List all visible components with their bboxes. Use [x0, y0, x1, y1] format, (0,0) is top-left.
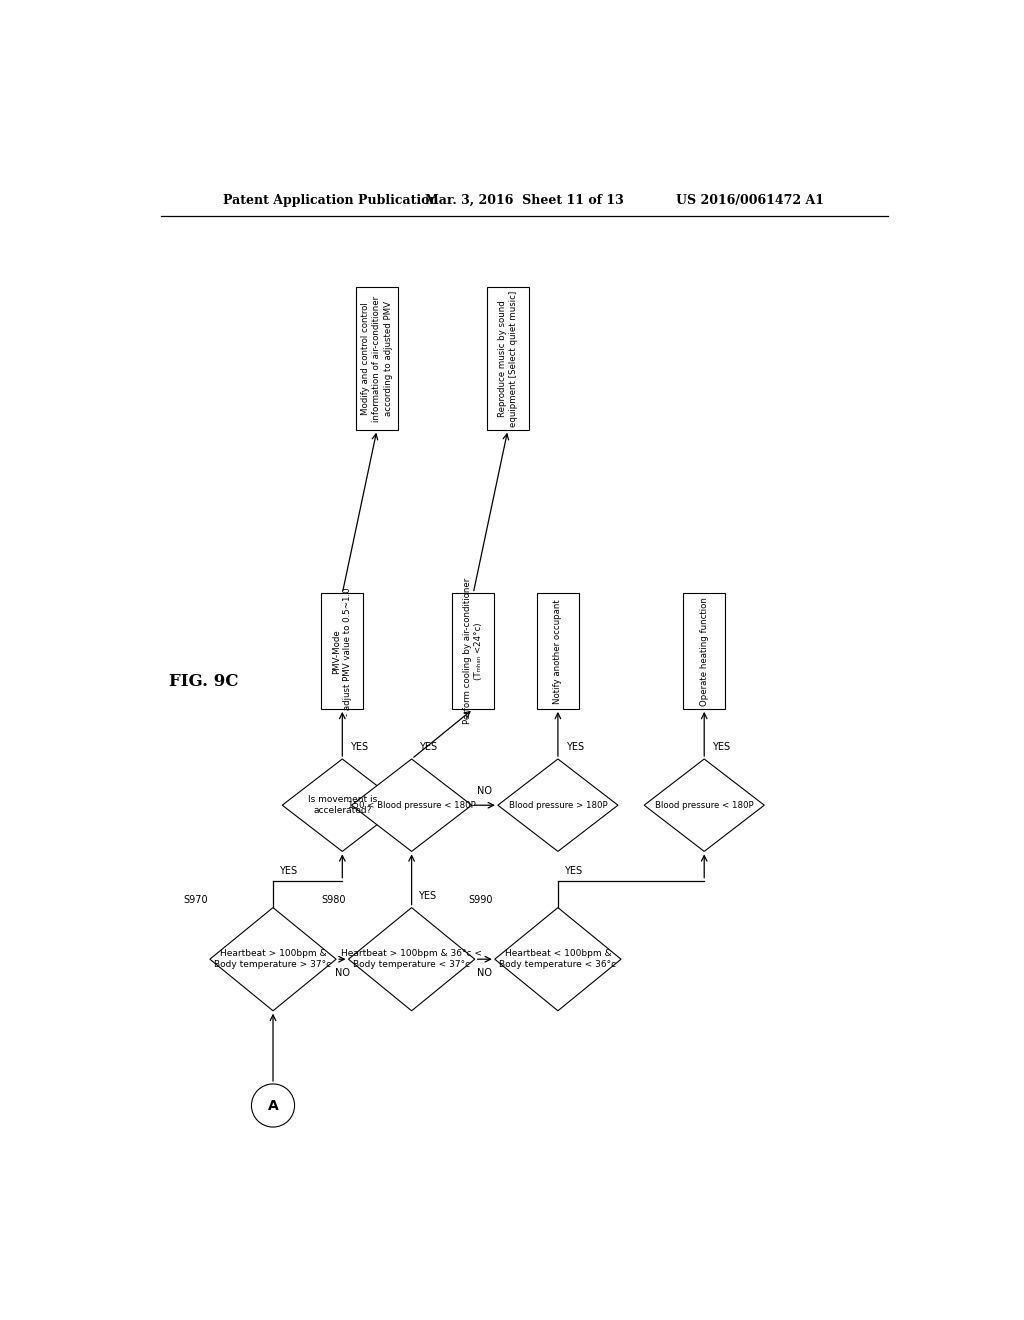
Text: Reproduce music by sound
equipment [Select quiet music]: Reproduce music by sound equipment [Sele… [498, 290, 518, 426]
Polygon shape [644, 759, 764, 851]
Text: Blood pressure < 180P: Blood pressure < 180P [655, 801, 754, 809]
Text: Perform cooling by air-conditioner
(Tₘₕₐₙ <24°c): Perform cooling by air-conditioner (Tₘₕₐ… [463, 578, 483, 725]
Text: Patent Application Publication: Patent Application Publication [223, 194, 438, 207]
Text: NO: NO [335, 968, 350, 978]
Text: S980: S980 [322, 895, 346, 906]
Text: Heartbeat < 100bpm &
Body temperature < 36°c: Heartbeat < 100bpm & Body temperature < … [500, 949, 616, 969]
FancyBboxPatch shape [486, 288, 529, 430]
Text: YES: YES [420, 742, 437, 752]
Text: Heartbeat > 100bpm &
Body temperature > 37°c: Heartbeat > 100bpm & Body temperature > … [214, 949, 332, 969]
Text: NO: NO [477, 968, 493, 978]
Text: Notify another occupant: Notify another occupant [553, 599, 562, 704]
Text: YES: YES [566, 742, 584, 752]
FancyBboxPatch shape [355, 288, 398, 430]
Polygon shape [283, 759, 402, 851]
Text: S970: S970 [183, 895, 208, 906]
Text: Blood pressure > 180P: Blood pressure > 180P [509, 801, 607, 809]
Text: YES: YES [564, 866, 583, 876]
Text: Is movement is
accelerated?: Is movement is accelerated? [307, 795, 377, 816]
Polygon shape [210, 908, 336, 1011]
Text: Heartbeat > 100bpm & 36°c <
Body temperature < 37°c: Heartbeat > 100bpm & 36°c < Body tempera… [341, 949, 482, 969]
Text: YES: YES [712, 742, 730, 752]
Polygon shape [495, 908, 621, 1011]
Text: YES: YES [280, 866, 298, 876]
Text: US 2016/0061472 A1: US 2016/0061472 A1 [676, 194, 823, 207]
Text: Operate heating function: Operate heating function [699, 597, 709, 706]
Text: Mar. 3, 2016  Sheet 11 of 13: Mar. 3, 2016 Sheet 11 of 13 [425, 194, 625, 207]
Text: A: A [267, 1098, 279, 1113]
FancyBboxPatch shape [322, 594, 364, 709]
FancyBboxPatch shape [452, 594, 495, 709]
FancyBboxPatch shape [537, 594, 580, 709]
Text: NO: NO [477, 787, 493, 796]
Text: YES: YES [418, 891, 436, 902]
Text: PMV-Mode
- adjust PMV value to 0.5~1.0: PMV-Mode - adjust PMV value to 0.5~1.0 [332, 587, 352, 715]
Polygon shape [351, 759, 472, 851]
Circle shape [252, 1084, 295, 1127]
Text: Modify and control control
information of air-conditioner
according to adjusted : Modify and control control information o… [361, 296, 392, 421]
Text: YES: YES [350, 742, 369, 752]
Text: 150 < Blood pressure < 180P: 150 < Blood pressure < 180P [348, 801, 475, 809]
FancyBboxPatch shape [683, 594, 725, 709]
Text: S990: S990 [468, 895, 493, 906]
Polygon shape [498, 759, 617, 851]
Polygon shape [348, 908, 475, 1011]
Text: FIG. 9C: FIG. 9C [169, 673, 239, 690]
